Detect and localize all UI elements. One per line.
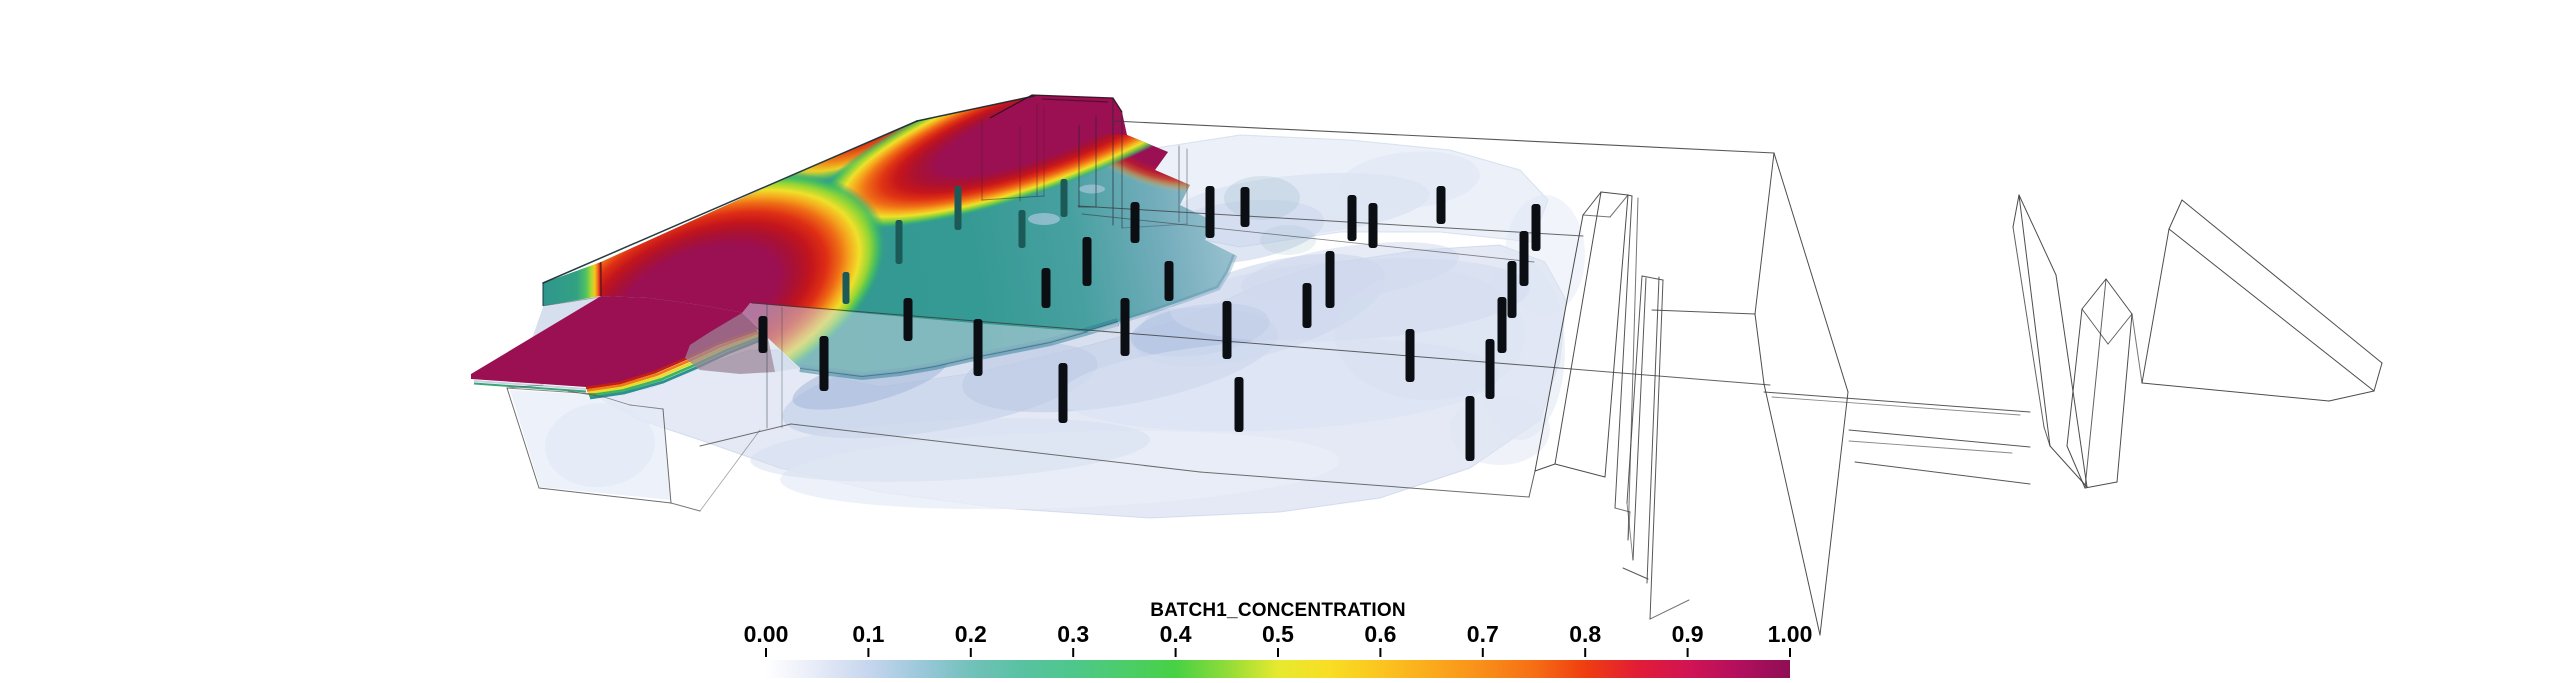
svg-text:0.5: 0.5 [1262,621,1294,647]
svg-text:0.8: 0.8 [1569,621,1601,647]
svg-text:0.7: 0.7 [1467,621,1499,647]
svg-text:0.2: 0.2 [955,621,987,647]
svg-text:1.00: 1.00 [1768,621,1813,647]
svg-text:0.9: 0.9 [1672,621,1704,647]
svg-text:BATCH1_CONCENTRATION: BATCH1_CONCENTRATION [1150,600,1406,621]
svg-text:0.6: 0.6 [1364,621,1396,647]
svg-text:0.1: 0.1 [852,621,884,647]
svg-text:0.3: 0.3 [1057,621,1089,647]
svg-text:0.4: 0.4 [1160,621,1192,647]
svg-text:0.00: 0.00 [744,621,789,647]
